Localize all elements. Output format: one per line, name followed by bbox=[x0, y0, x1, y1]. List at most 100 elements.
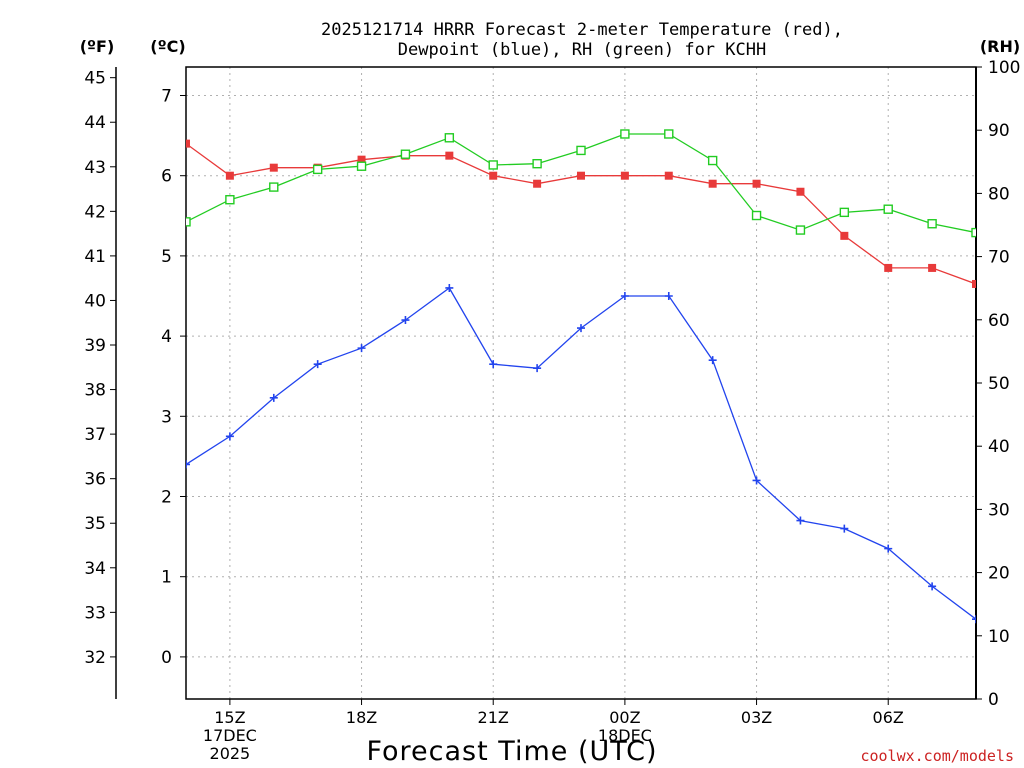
dewpoint-point bbox=[884, 544, 893, 553]
fahrenheit-tick-label: 42 bbox=[84, 202, 106, 222]
2-meter-temperature-point bbox=[840, 231, 849, 240]
2-meter-temperature-point bbox=[225, 171, 234, 180]
2-meter-temperature-point bbox=[664, 171, 673, 180]
fahrenheit-tick-label: 34 bbox=[84, 559, 106, 579]
celsius-tick-label: 6 bbox=[161, 167, 172, 187]
rh-point bbox=[795, 225, 806, 235]
rh-point bbox=[532, 158, 542, 169]
2-meter-temperature-point bbox=[489, 171, 498, 180]
rh-tick-label: 100 bbox=[988, 58, 1020, 78]
x-tick-label: 00Z bbox=[609, 708, 640, 727]
2-meter-temperature-point bbox=[928, 263, 937, 272]
fahrenheit-tick-label: 41 bbox=[84, 247, 106, 267]
fahrenheit-unit-label: (ºF) bbox=[80, 37, 115, 56]
2-meter-temperature-point bbox=[357, 155, 366, 164]
dewpoint-point bbox=[489, 360, 498, 369]
celsius-tick-label: 3 bbox=[161, 407, 172, 427]
series-clip-group bbox=[186, 129, 976, 624]
chart-title-line1: 2025121714 HRRR Forecast 2-meter Tempera… bbox=[321, 20, 843, 40]
dewpoint-point bbox=[752, 476, 761, 485]
2-meter-temperature-point bbox=[269, 163, 278, 172]
2-meter-temperature-point bbox=[796, 187, 805, 196]
fahrenheit-tick-label: 36 bbox=[84, 470, 106, 490]
rh-tick-label: 60 bbox=[988, 311, 1010, 331]
rh-tick-label: 40 bbox=[988, 437, 1010, 457]
fahrenheit-tick-label: 45 bbox=[84, 69, 106, 89]
rh-tick-label: 20 bbox=[988, 564, 1010, 584]
dewpoint-point bbox=[401, 316, 410, 325]
dewpoint-point bbox=[708, 356, 717, 365]
2-meter-temperature-point bbox=[577, 171, 585, 180]
celsius-unit-label: (ºC) bbox=[150, 37, 185, 56]
rh-tick-label: 70 bbox=[988, 248, 1010, 268]
rh-point bbox=[927, 219, 937, 229]
rh-point bbox=[839, 207, 850, 218]
celsius-tick-label: 5 bbox=[161, 247, 172, 267]
rh-point bbox=[620, 129, 630, 139]
x-tick-label: 15Z bbox=[214, 708, 245, 727]
fahrenheit-tick-label: 35 bbox=[84, 514, 106, 534]
x-tick-date-label: 18DEC bbox=[598, 726, 652, 745]
fahrenheit-tick-label: 43 bbox=[84, 158, 106, 178]
rh-point bbox=[186, 217, 191, 227]
rh-point bbox=[400, 149, 411, 159]
x-tick-date-label: 17DEC bbox=[203, 726, 257, 745]
dewpoint-line bbox=[186, 287, 976, 620]
rh-tick-label: 30 bbox=[988, 500, 1010, 520]
dewpoint-point bbox=[313, 360, 322, 369]
rh-point bbox=[664, 129, 674, 139]
rh-point bbox=[883, 204, 893, 214]
dewpoint-point bbox=[225, 432, 234, 441]
2-meter-temperature-point bbox=[752, 179, 761, 188]
fahrenheit-tick-label: 44 bbox=[84, 113, 106, 133]
rh-point bbox=[444, 133, 455, 143]
x-axis-title: Forecast Time (UTC) bbox=[366, 736, 657, 767]
rh-point bbox=[707, 155, 718, 166]
tick-labels: 3233343536373839404142434445012345670102… bbox=[84, 58, 1020, 763]
rh-tick-label: 80 bbox=[988, 184, 1010, 204]
rh-point bbox=[225, 195, 235, 205]
x-tick-label: 06Z bbox=[873, 708, 904, 727]
axes bbox=[115, 66, 977, 700]
celsius-tick-label: 7 bbox=[161, 87, 172, 107]
celsius-tick-label: 4 bbox=[161, 327, 172, 347]
rh-tick-label: 10 bbox=[988, 627, 1010, 647]
x-tick-label: 21Z bbox=[478, 708, 509, 727]
rh-point bbox=[488, 160, 498, 170]
dewpoint-point bbox=[620, 292, 629, 300]
fahrenheit-tick-label: 40 bbox=[84, 291, 106, 311]
dewpoint-point bbox=[577, 324, 585, 333]
dewpoint-point bbox=[533, 364, 542, 373]
series-layer bbox=[186, 129, 976, 624]
fahrenheit-tick-label: 33 bbox=[84, 603, 106, 623]
dewpoint-point bbox=[269, 393, 278, 402]
rh-point bbox=[312, 164, 323, 175]
x-tick-label: 03Z bbox=[741, 708, 772, 727]
fahrenheit-tick-label: 37 bbox=[84, 425, 106, 445]
dewpoint-point bbox=[972, 615, 976, 624]
fahrenheit-tick-label: 32 bbox=[84, 648, 106, 668]
rh-tick-label: 50 bbox=[988, 374, 1010, 394]
rh-point bbox=[576, 145, 586, 156]
chart-title-line2: Dewpoint (blue), RH (green) for KCHH bbox=[398, 40, 766, 60]
2-meter-temperature-point bbox=[884, 263, 893, 272]
x-tick-year-label: 2025 bbox=[210, 744, 251, 763]
2-meter-temperature-point bbox=[186, 139, 190, 148]
dewpoint-point bbox=[186, 460, 190, 469]
2-meter-temperature-point bbox=[620, 171, 629, 180]
fahrenheit-tick-label: 39 bbox=[84, 336, 106, 356]
2-meter-temperature-point bbox=[708, 179, 717, 188]
fahrenheit-tick-label: 38 bbox=[84, 381, 106, 401]
watermark: coolwx.com/models bbox=[860, 747, 1014, 765]
grid-lines bbox=[186, 67, 976, 699]
rh-tick-label: 90 bbox=[988, 121, 1010, 141]
plot-frame bbox=[185, 66, 977, 700]
dewpoint-point bbox=[445, 283, 454, 292]
dewpoint-point bbox=[664, 292, 673, 300]
dewpoint-point bbox=[928, 582, 937, 591]
celsius-tick-label: 2 bbox=[161, 488, 172, 508]
dewpoint-point bbox=[840, 524, 849, 533]
rh-point bbox=[751, 210, 762, 221]
rh-tick-label: 0 bbox=[988, 690, 999, 710]
